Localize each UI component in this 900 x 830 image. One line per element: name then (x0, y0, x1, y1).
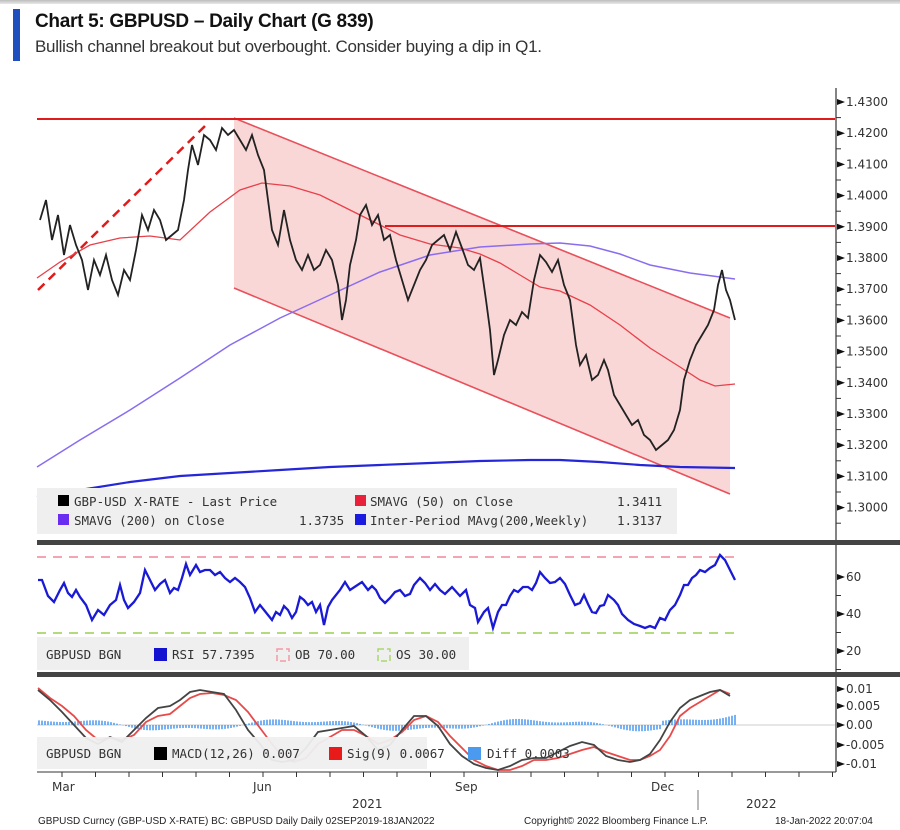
rsi-panel: GBPUSD BGN RSI 57.7395 OB 70.00 OS 30.00 (37, 553, 737, 670)
price-y-tick: 1.3000 (846, 501, 888, 515)
rsi-y-tick: 20 (846, 644, 861, 658)
price-y-tick: 1.4000 (846, 189, 888, 203)
price-panel (36, 117, 835, 499)
footer: GBPUSD Curncy (GBP-USD X-RATE) BC: GBPUS… (38, 816, 873, 827)
title-accent-bar (13, 9, 20, 61)
x-label-mar: Mar (52, 780, 75, 794)
macd-y-tick: -0.01 (846, 757, 877, 771)
macd-panel: GBPUSD BGN MACD(12,26) 0.007 Sig(9) 0.00… (37, 687, 835, 771)
x-label-dec: Dec (651, 780, 674, 794)
price-y-tick: 1.3700 (846, 282, 888, 296)
rsi-y-tick: 60 (846, 570, 861, 584)
price-y-tick: 1.3300 (846, 407, 888, 421)
footer-timestamp: 18-Jan-2022 20:07:04 (775, 816, 873, 827)
sma200-line (36, 242, 736, 468)
x-label-2022: 2022 (746, 797, 777, 811)
macd-y-tick: -0.005 (846, 738, 885, 752)
price-y-tick: 1.3900 (846, 220, 888, 234)
price-y-tick: 1.4300 (846, 95, 888, 109)
macd-y-tick: 0.01 (846, 682, 873, 696)
macd-legend-diff: Diff 0.0003 (487, 746, 570, 761)
top-border (0, 0, 900, 4)
x-label-sep: Sep (455, 780, 478, 794)
footer-copyright: Copyright© 2022 Bloomberg Finance L.P. (524, 816, 708, 827)
rsi-legend-os: OS 30.00 (396, 647, 456, 662)
price-line (39, 126, 736, 452)
macd-y-tick: 0.00 (846, 718, 873, 732)
x-axis: Mar Jun Sep Dec 2021 2022 (37, 771, 836, 811)
price-y-tick: 1.3200 (846, 438, 888, 452)
x-label-2021: 2021 (352, 797, 383, 811)
x-label-jun: Jun (252, 780, 272, 794)
legend-sma200-value: 1.3735 (299, 513, 344, 528)
price-y-tick: 1.3800 (846, 251, 888, 265)
legend-sma50: SMAVG (50) on Close (370, 494, 513, 509)
macd-legend-macd: MACD(12,26) 0.007 (172, 746, 300, 761)
legend-weekly-value: 1.3137 (617, 513, 662, 528)
chart-subtitle: Bullish channel breakout but overbought.… (35, 37, 542, 56)
price-y-tick: 1.4100 (846, 157, 888, 171)
legend-sma200: SMAVG (200) on Close (74, 513, 225, 528)
chart-title: Chart 5: GBPUSD – Daily Chart (G 839) (35, 11, 374, 32)
price-y-tick: 1.3400 (846, 376, 888, 390)
legend-sma50-value: 1.3411 (617, 494, 662, 509)
rsi-y-axis: 60 40 20 (835, 545, 861, 672)
price-y-tick: 1.3600 (846, 313, 888, 327)
rsi-legend-ob: OB 70.00 (295, 647, 355, 662)
macd-y-tick: 0.005 (846, 699, 880, 713)
macd-diff-histogram (38, 714, 736, 732)
uptrend-dashed-line (37, 125, 206, 291)
descending-channel (234, 118, 730, 494)
price-y-tick: 1.4200 (846, 126, 888, 140)
price-legend: GBP-USD X-RATE - Last Price SMAVG (50) o… (37, 488, 677, 534)
panel-separator-1 (37, 540, 900, 545)
footer-source: GBPUSD Curncy (GBP-USD X-RATE) BC: GBPUS… (38, 816, 435, 827)
rsi-y-tick: 40 (846, 607, 861, 621)
macd-legend-sig: Sig(9) 0.0067 (347, 746, 445, 761)
panel-separator-2 (37, 672, 900, 677)
legend-last-price: GBP-USD X-RATE - Last Price (74, 494, 277, 509)
rsi-legend-value: RSI 57.7395 (172, 647, 255, 662)
macd-legend-ticker: GBPUSD BGN (46, 746, 121, 761)
macd-y-axis: 0.01 0.005 0.00 -0.005 -0.01 (835, 677, 885, 772)
price-y-tick: 1.3500 (846, 345, 888, 359)
price-y-axis: 1.4300 1.4200 1.4100 1.4000 1.3900 1.3800 1.37… (835, 88, 888, 540)
rsi-line (38, 553, 737, 633)
weekly-ma-line (36, 458, 736, 499)
price-y-tick: 1.3100 (846, 469, 888, 483)
legend-weekly-ma: Inter-Period MAvg(200,Weekly) (370, 513, 588, 528)
rsi-legend-ticker: GBPUSD BGN (46, 647, 121, 662)
